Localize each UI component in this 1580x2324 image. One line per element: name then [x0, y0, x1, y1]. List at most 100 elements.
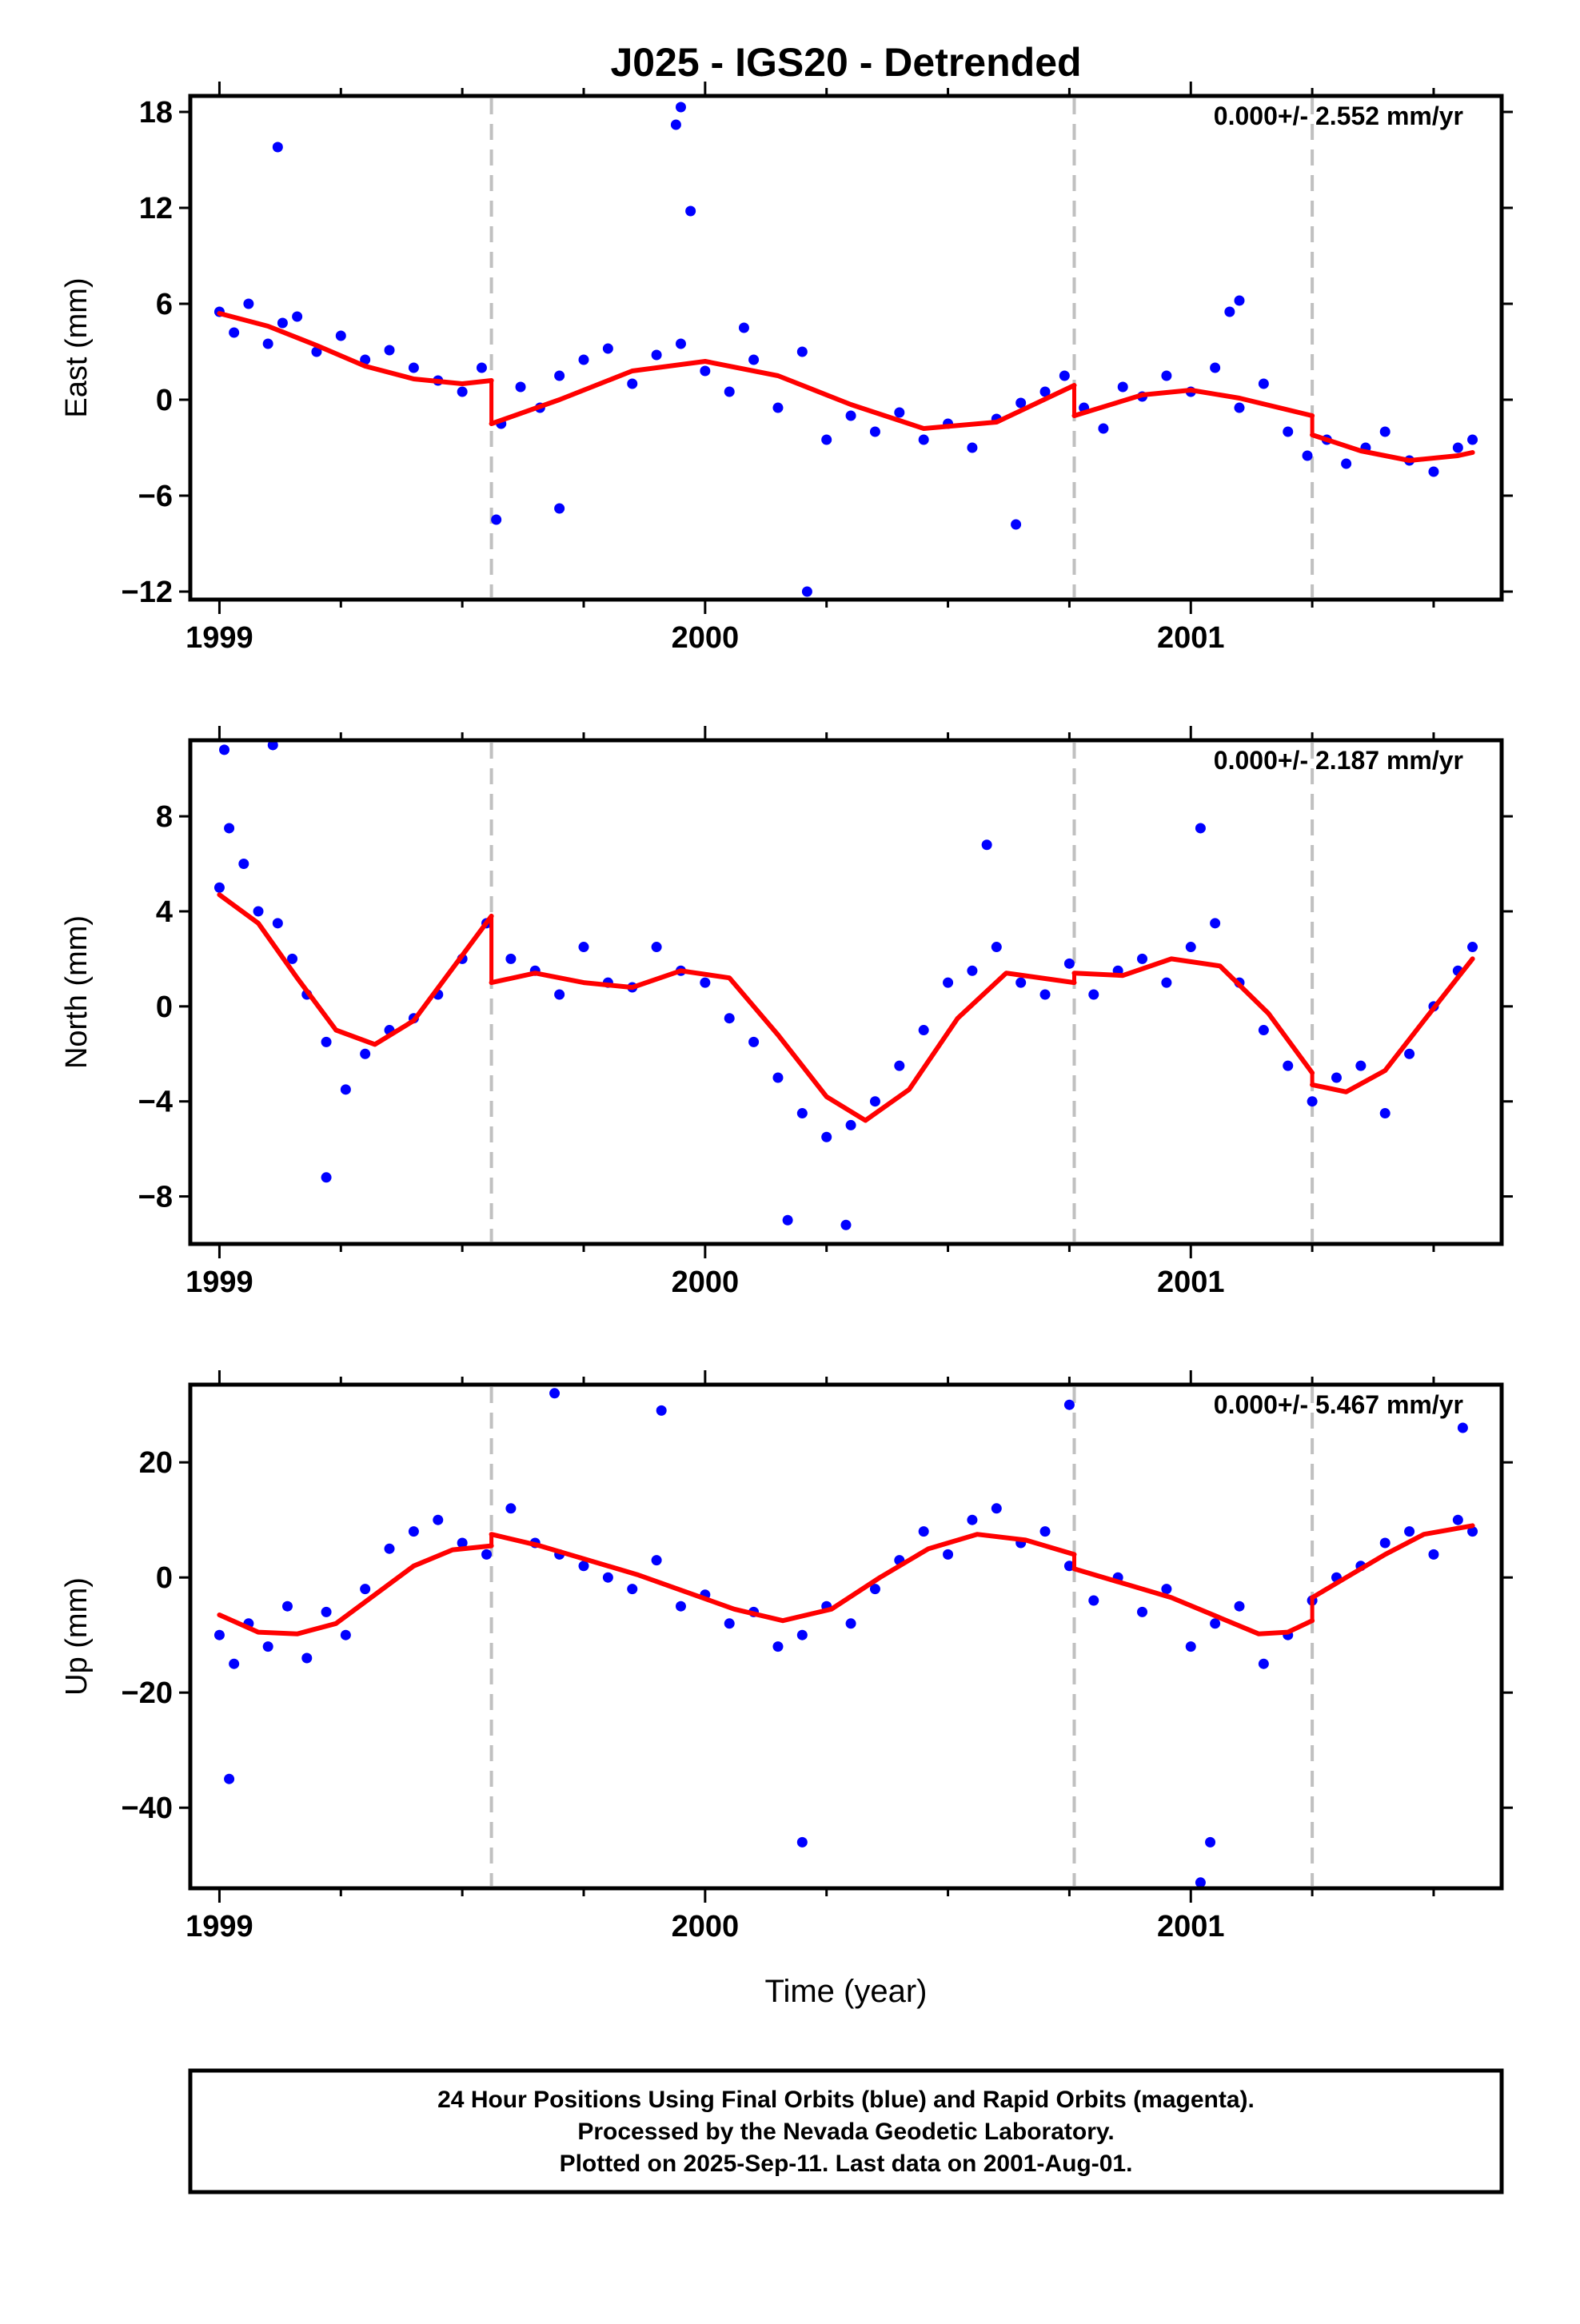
east-data-point [602, 343, 613, 354]
up-data-point [1195, 1877, 1206, 1888]
east-fit-segment [1071, 388, 1315, 418]
east-data-point [1224, 306, 1235, 317]
up-fit-segment [217, 1543, 494, 1636]
north-data-point [1195, 823, 1206, 834]
east-data-point [1283, 426, 1294, 437]
north-y-axis-label: North (mm) [60, 915, 94, 1069]
footer-line-2: Processed by the Nevada Geodetic Laborat… [577, 2119, 1114, 2145]
up-fit-segment [1310, 1523, 1475, 1600]
north-data-point [1355, 1060, 1367, 1071]
east-data-point [272, 142, 283, 153]
east-data-point [1428, 466, 1439, 477]
north-data-point [651, 942, 662, 953]
east-data-point [1117, 381, 1128, 393]
north-fit-segment [1310, 956, 1475, 1094]
north-plot-frame [188, 738, 1504, 1246]
east-data-point [408, 362, 419, 373]
east-data-point [685, 205, 696, 217]
north-data-point [796, 1108, 808, 1119]
north-data-point [213, 882, 225, 893]
east-data-point [967, 442, 978, 453]
up-data-point [724, 1618, 735, 1629]
up-data-point [602, 1572, 613, 1583]
north-data-point [554, 989, 565, 1000]
north-panel: −8 −4 0 4 8 1999 2000 2001 North (mm) 0.000+/- 2.… [60, 726, 1513, 1299]
up-data-point [262, 1641, 273, 1652]
footer-box: 24 Hour Positions Using Final Orbits (bl… [188, 2068, 1504, 2194]
east-fit-segment [1310, 433, 1475, 463]
up-data-point [1205, 1836, 1216, 1848]
north-data-point [1185, 942, 1196, 953]
east-data-point [1258, 378, 1269, 389]
north-data-point [1331, 1072, 1342, 1083]
up-data-point [360, 1584, 371, 1595]
up-data-point [796, 1629, 808, 1640]
north-data-point [321, 1036, 332, 1047]
east-ytick-label: 12 [139, 192, 173, 225]
east-data-point [651, 349, 662, 361]
up-data-point [340, 1629, 351, 1640]
east-data-point [1039, 386, 1051, 397]
north-data-point [578, 942, 589, 953]
east-ytick-label: 18 [139, 96, 173, 130]
up-data-point [457, 1537, 468, 1549]
up-data-point [549, 1388, 561, 1399]
north-data-point [724, 1013, 735, 1024]
east-points [213, 102, 1478, 597]
up-y-axis-label: Up (mm) [60, 1577, 94, 1696]
north-data-point [869, 1096, 880, 1107]
up-xtick-label: 2000 [672, 1910, 740, 1943]
up-data-point [656, 1405, 667, 1416]
up-data-point [1379, 1537, 1390, 1549]
up-data-point [1088, 1595, 1099, 1606]
up-data-point [1452, 1514, 1463, 1525]
east-data-point [1341, 458, 1352, 469]
up-data-point [1467, 1526, 1478, 1537]
up-xtick-label: 1999 [186, 1910, 253, 1943]
east-xtick-label: 2001 [1157, 621, 1225, 655]
up-data-point [845, 1618, 856, 1629]
north-data-point [321, 1172, 332, 1183]
up-data-point [505, 1503, 517, 1514]
up-ytick-label: −40 [122, 1792, 173, 1825]
north-data-point [287, 953, 298, 964]
north-data-point [272, 918, 283, 929]
north-data-point [967, 965, 978, 976]
north-data-point [943, 977, 954, 988]
north-ytick-label: 8 [156, 800, 173, 834]
north-data-point [267, 740, 278, 751]
up-data-point [229, 1658, 240, 1669]
east-data-point [1098, 423, 1109, 434]
north-data-point [1137, 953, 1148, 964]
up-data-point [967, 1514, 978, 1525]
up-data-point [943, 1549, 954, 1560]
north-xtick-label: 2000 [672, 1266, 740, 1299]
north-data-point [1039, 989, 1051, 1000]
up-data-point [1161, 1584, 1172, 1595]
north-data-point [782, 1214, 793, 1226]
east-data-point [801, 586, 812, 597]
north-ytick-label: 0 [156, 991, 173, 1024]
east-xtick-label: 1999 [186, 621, 253, 655]
up-ytick-label: 0 [156, 1561, 173, 1595]
north-data-point [1379, 1108, 1390, 1119]
north-data-point [219, 744, 230, 755]
up-data-point [1234, 1600, 1245, 1612]
up-data-point [321, 1606, 332, 1617]
east-data-point [796, 346, 808, 357]
east-data-point [700, 365, 711, 377]
north-data-point [1404, 1048, 1415, 1059]
up-data-point [1137, 1606, 1148, 1617]
east-ytick-label: 6 [156, 288, 173, 321]
north-fit-segment [217, 892, 494, 1047]
north-ytick-label: −8 [138, 1181, 173, 1214]
east-data-point [821, 434, 832, 445]
up-data-point [1063, 1399, 1075, 1410]
east-data-point [1379, 426, 1390, 437]
chart-title: J025 - IGS20 - Detrended [610, 40, 1081, 85]
north-data-point [1015, 977, 1027, 988]
up-data-point [869, 1584, 880, 1595]
north-data-point [1063, 958, 1075, 969]
up-panel: −40 −20 0 20 1999 2000 2001 Up (mm) 0.000+/- 5.4… [60, 1370, 1513, 1943]
